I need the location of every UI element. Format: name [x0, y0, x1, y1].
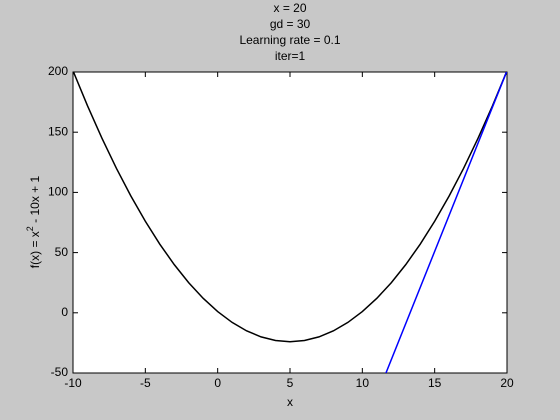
title-line: x = 20 [273, 1, 306, 15]
x-tick-label: -5 [140, 376, 151, 390]
title-line: iter=1 [275, 49, 306, 63]
title-line: gd = 30 [270, 17, 311, 31]
x-tick-label: -10 [64, 376, 82, 390]
y-label-rest: - 10x + 1 [28, 175, 42, 226]
y-tick-label: 200 [48, 64, 68, 78]
axes-box [72, 71, 508, 374]
y-tick-label: -50 [51, 365, 69, 379]
series-line [73, 72, 507, 343]
y-tick-label: 0 [61, 305, 68, 319]
x-tick-label: 5 [287, 376, 294, 390]
x-tick-label: 20 [500, 376, 514, 390]
y-tick-label: 50 [55, 245, 69, 259]
x-tick-label: 10 [356, 376, 370, 390]
x-label: x [287, 395, 293, 409]
title-line: Learning rate = 0.1 [239, 33, 340, 47]
series-line [385, 72, 507, 373]
y-label: f(x) = x2 - 10x + 1 [25, 175, 42, 268]
y-label-text: f(x) = x [28, 231, 42, 268]
y-tick-label: 100 [48, 185, 68, 199]
y-tick-label: 150 [48, 124, 68, 138]
y-label-superscript: 2 [25, 226, 35, 231]
x-tick-label: 0 [214, 376, 221, 390]
x-tick-label: 15 [428, 376, 442, 390]
